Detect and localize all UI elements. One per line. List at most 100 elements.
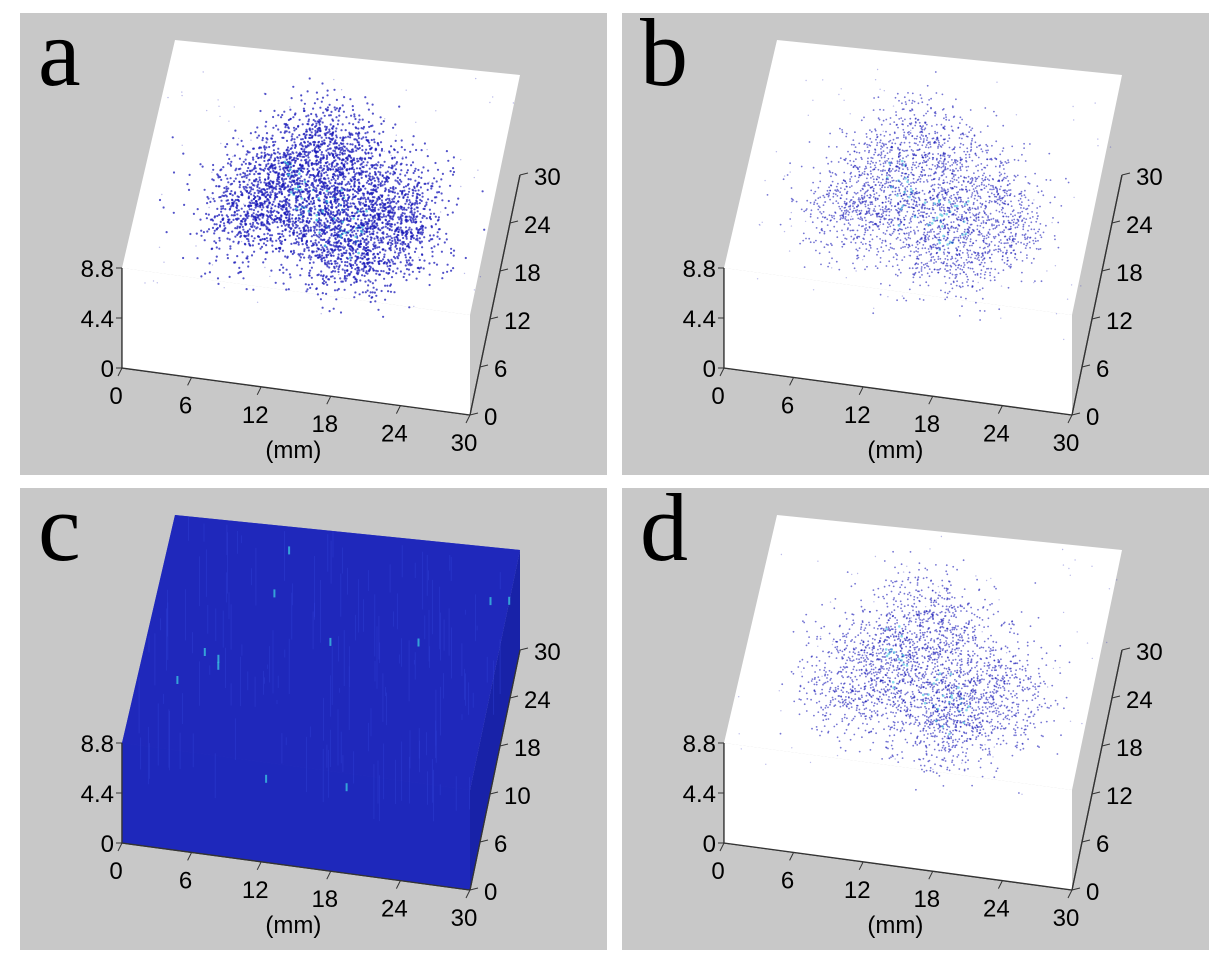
data-point bbox=[915, 137, 918, 140]
data-point bbox=[426, 155, 429, 158]
data-point bbox=[987, 191, 989, 194]
data-point bbox=[317, 273, 320, 276]
data-point bbox=[452, 254, 455, 257]
data-point bbox=[320, 270, 323, 273]
data-point bbox=[260, 155, 263, 158]
data-point bbox=[382, 204, 385, 208]
data-point bbox=[361, 171, 364, 174]
data-point bbox=[309, 200, 313, 203]
data-point bbox=[362, 267, 365, 270]
data-point bbox=[239, 214, 242, 217]
data-point bbox=[362, 136, 365, 139]
data-point bbox=[345, 208, 348, 211]
noise-point bbox=[210, 197, 212, 199]
data-point bbox=[411, 270, 414, 273]
noise-point bbox=[379, 238, 381, 240]
data-point bbox=[297, 125, 300, 128]
data-point bbox=[987, 149, 989, 152]
data-point bbox=[232, 202, 235, 205]
data-point bbox=[325, 263, 328, 266]
data-point bbox=[323, 232, 326, 235]
data-point bbox=[354, 240, 357, 243]
data-point bbox=[367, 152, 370, 155]
data-point bbox=[242, 160, 245, 163]
data-point bbox=[923, 138, 925, 140]
data-point bbox=[332, 307, 335, 310]
data-point bbox=[241, 220, 244, 223]
data-point bbox=[380, 241, 383, 244]
data-point bbox=[323, 279, 326, 283]
data-point bbox=[319, 298, 322, 301]
data-point bbox=[963, 217, 966, 220]
x-axis-line bbox=[121, 367, 471, 416]
data-point bbox=[242, 171, 245, 174]
data-point bbox=[355, 190, 358, 194]
data-point bbox=[984, 271, 987, 273]
data-point bbox=[288, 131, 291, 134]
data-point bbox=[357, 244, 360, 247]
data-point bbox=[257, 242, 260, 245]
data-point bbox=[381, 221, 384, 224]
data-point bbox=[290, 175, 293, 178]
data-point bbox=[278, 152, 281, 155]
data-point bbox=[242, 277, 245, 280]
x-tick-mark bbox=[326, 395, 332, 405]
data-point bbox=[374, 300, 377, 303]
data-point bbox=[926, 233, 929, 236]
data-point bbox=[376, 141, 379, 145]
data-point bbox=[293, 231, 296, 234]
data-point bbox=[276, 156, 280, 159]
data-point bbox=[286, 168, 289, 172]
data-point bbox=[404, 231, 407, 234]
data-point bbox=[404, 185, 408, 188]
data-point bbox=[300, 169, 303, 172]
data-point bbox=[324, 227, 327, 230]
data-point bbox=[976, 224, 979, 227]
data-point bbox=[882, 109, 885, 111]
data-point bbox=[429, 238, 432, 241]
data-point bbox=[290, 139, 293, 142]
data-point bbox=[382, 270, 385, 273]
data-point bbox=[342, 247, 345, 250]
data-point bbox=[881, 178, 884, 181]
data-point bbox=[314, 239, 317, 242]
data-point bbox=[310, 217, 313, 220]
data-point bbox=[234, 198, 237, 202]
data-point bbox=[398, 178, 402, 181]
data-point bbox=[306, 183, 309, 186]
data-point bbox=[319, 161, 322, 164]
data-point bbox=[810, 209, 813, 212]
data-point bbox=[1030, 228, 1033, 231]
data-point bbox=[950, 221, 953, 224]
data-point bbox=[228, 157, 231, 161]
data-point bbox=[320, 244, 323, 247]
data-point bbox=[858, 142, 861, 145]
data-point bbox=[345, 234, 348, 237]
data-point bbox=[236, 255, 239, 258]
data-point bbox=[939, 257, 942, 260]
data-point bbox=[1017, 199, 1020, 202]
data-point bbox=[257, 156, 260, 159]
data-point bbox=[259, 247, 262, 250]
data-point bbox=[405, 268, 409, 271]
data-point bbox=[420, 171, 423, 174]
data-point bbox=[273, 198, 276, 201]
noise-point bbox=[156, 282, 158, 284]
data-point bbox=[346, 202, 349, 205]
data-point bbox=[415, 220, 418, 223]
data-point bbox=[321, 251, 324, 254]
data-point bbox=[359, 260, 362, 264]
data-point bbox=[333, 165, 336, 168]
data-point bbox=[913, 229, 915, 232]
data-point bbox=[206, 202, 209, 205]
data-point bbox=[397, 200, 400, 203]
data-point bbox=[290, 250, 293, 253]
x-tick-label: 18 bbox=[311, 411, 338, 438]
data-point bbox=[377, 227, 380, 230]
data-point bbox=[277, 211, 280, 214]
data-point bbox=[939, 213, 942, 216]
data-point bbox=[325, 149, 328, 152]
data-point bbox=[364, 96, 367, 99]
data-point bbox=[318, 134, 322, 137]
data-point bbox=[377, 308, 380, 311]
